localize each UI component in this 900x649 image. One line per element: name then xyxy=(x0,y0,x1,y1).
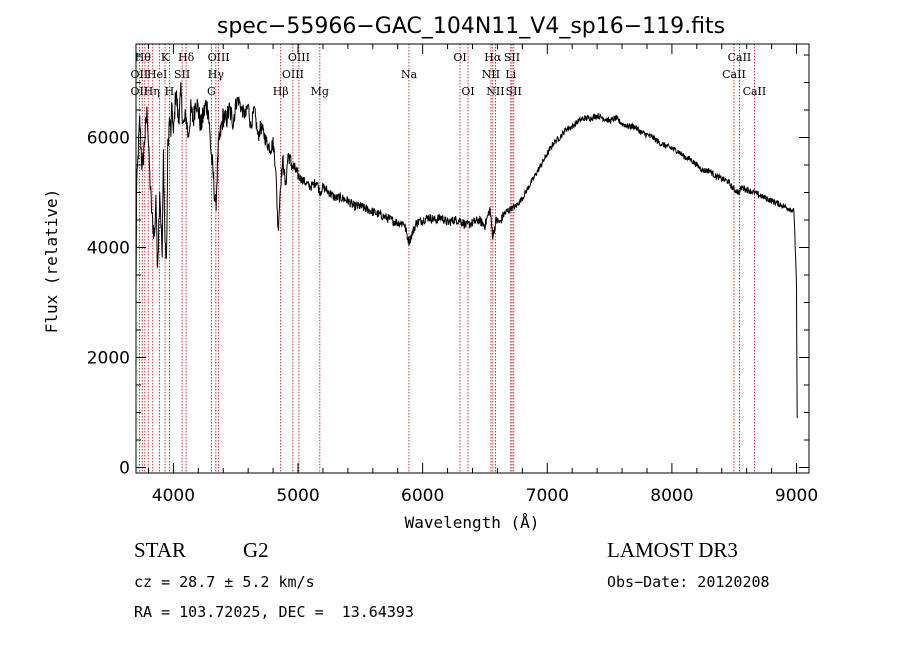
spectrum-line xyxy=(135,81,798,419)
y-tick-label: 6000 xyxy=(87,129,130,149)
x-tick-label: 9000 xyxy=(775,486,818,506)
spectral-line-labels: OII OII Hθ Hη HeI K H SII Hδ G Hγ OIII Hβ OIII OIII Mg N… xyxy=(131,51,767,98)
line-label-6: H xyxy=(165,85,175,98)
y-axis-label: Flux (relative) xyxy=(42,189,61,334)
line-label-2: Hθ xyxy=(135,51,152,64)
line-label-7: SII xyxy=(174,68,190,81)
line-label-19: Hα xyxy=(484,51,502,64)
coordinates: RA = 103.72025, DEC = 13.64393 xyxy=(134,603,414,621)
y-tick-label: 0 xyxy=(119,459,130,479)
line-label-12: Hβ xyxy=(273,85,289,98)
x-tick-label: 5000 xyxy=(276,486,319,506)
line-label-14: OIII xyxy=(288,51,310,64)
line-label-8: Hδ xyxy=(178,51,195,64)
line-label-27: CaII xyxy=(743,85,767,98)
line-label-5: K xyxy=(161,51,170,64)
axis-ticks: 4000 5000 6000 7000 8000 9000 0 2000 4000 6000 xyxy=(87,44,818,506)
line-label-21: NII xyxy=(486,85,504,98)
x-tick-label: 6000 xyxy=(401,486,444,506)
line-label-15: Mg xyxy=(311,85,329,98)
x-tick-label: 4000 xyxy=(152,486,195,506)
x-axis-label: Wavelength (Å) xyxy=(405,513,540,532)
line-label-20: NII xyxy=(482,68,500,81)
redshift-velocity: cz = 28.7 ± 5.2 km/s xyxy=(134,573,315,591)
x-tick-label: 8000 xyxy=(650,486,693,506)
line-label-3: Hη xyxy=(144,85,160,98)
line-label-1: OII xyxy=(131,68,149,81)
y-tick-label: 4000 xyxy=(87,239,130,259)
line-label-11: OIII xyxy=(208,51,230,64)
x-tick-label: 7000 xyxy=(526,486,569,506)
line-label-25: CaII xyxy=(722,68,746,81)
line-label-10: Hγ xyxy=(208,68,225,81)
object-subclass: G2 xyxy=(243,538,269,562)
line-label-22: SII xyxy=(504,51,520,64)
spectral-line-markers xyxy=(138,44,755,473)
line-label-0: OII xyxy=(131,85,149,98)
y-tick-label: 2000 xyxy=(87,349,130,369)
line-label-26: CaII xyxy=(728,51,752,64)
line-label-17: OI xyxy=(453,51,466,64)
line-label-24: SII xyxy=(506,85,522,98)
line-label-4: HeI xyxy=(147,68,167,81)
observation-date: Obs−Date: 20120208 xyxy=(607,573,770,591)
survey-name: LAMOST DR3 xyxy=(607,538,738,562)
chart-title: spec−55966−GAC_104N11_V4_sp16−119.fits xyxy=(217,14,725,39)
line-label-16: Na xyxy=(401,68,418,81)
object-type: STAR xyxy=(134,538,186,562)
line-label-23: Li xyxy=(505,68,516,81)
line-label-13: OIII xyxy=(282,68,304,81)
line-label-18: OI xyxy=(461,85,474,98)
line-label-9: G xyxy=(207,85,216,98)
